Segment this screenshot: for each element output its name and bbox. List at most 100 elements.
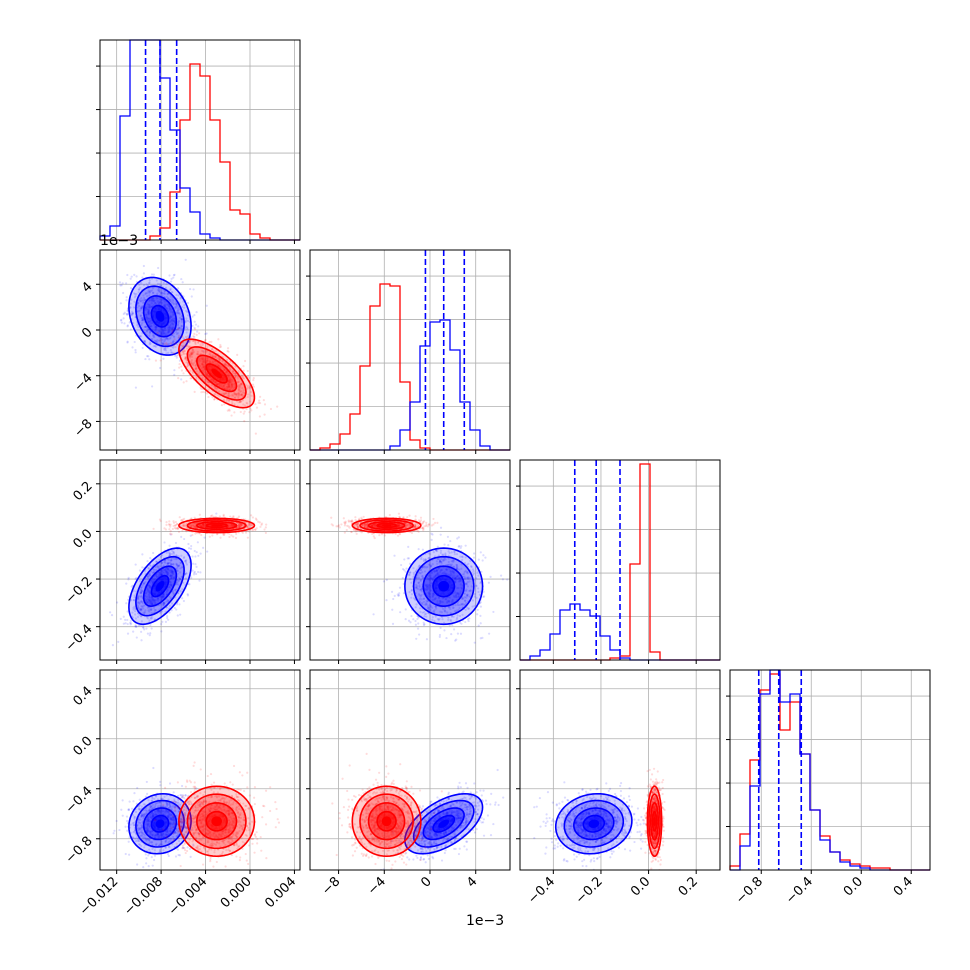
sample-point: [401, 576, 404, 580]
sample-point: [165, 523, 168, 526]
sample-point: [249, 390, 253, 394]
sample-point: [418, 571, 421, 575]
sample-point: [423, 566, 426, 569]
sample-point: [170, 577, 173, 580]
sample-point: [200, 363, 204, 366]
sample-point: [228, 376, 231, 380]
sample-point: [235, 532, 238, 536]
sample-point: [237, 526, 240, 529]
sample-point: [168, 523, 171, 527]
sample-point: [161, 333, 164, 337]
sample-point: [172, 576, 176, 579]
sample-point: [136, 306, 139, 309]
sample-point: [421, 571, 424, 574]
sample-point: [187, 542, 190, 546]
sample-point: [169, 597, 172, 601]
sample-point: [460, 622, 463, 625]
sample-point: [143, 339, 146, 343]
sample-point: [138, 298, 141, 301]
sample-point: [237, 395, 240, 399]
sample-point: [179, 297, 182, 300]
contour-blue: [150, 574, 170, 598]
sample-point: [472, 552, 476, 555]
sample-point: [194, 524, 197, 527]
sample-point: [134, 625, 137, 628]
sample-point: [421, 574, 424, 578]
sample-point: [173, 354, 177, 357]
sample-point: [428, 593, 431, 596]
sample-point: [171, 571, 174, 574]
y-tick-label: −0.2: [63, 574, 96, 607]
sample-point: [425, 566, 428, 569]
sample-point: [229, 368, 232, 371]
sample-point: [184, 559, 187, 563]
sample-point: [476, 608, 479, 612]
sample-point: [412, 575, 415, 579]
sample-point: [177, 564, 181, 567]
sample-point: [248, 411, 251, 414]
sample-point: [144, 325, 147, 328]
sample-point: [450, 563, 454, 566]
sample-point: [173, 335, 176, 339]
sample-point: [162, 603, 165, 606]
sample-point: [242, 365, 245, 368]
sample-point: [161, 595, 164, 598]
sample-point: [149, 331, 152, 334]
sample-point: [151, 287, 155, 290]
sample-point: [453, 577, 456, 580]
sample-point: [175, 305, 178, 308]
sample-point: [141, 317, 144, 320]
sample-point: [160, 570, 163, 573]
sample-point: [189, 525, 192, 528]
sample-point: [151, 616, 154, 619]
sample-point: [201, 362, 204, 365]
sample-point: [134, 294, 137, 298]
sample-point: [178, 359, 182, 362]
sample-point: [139, 591, 142, 594]
sample-point: [172, 552, 175, 555]
sample-point: [199, 571, 202, 574]
sample-point: [185, 563, 189, 566]
sample-point: [163, 348, 166, 351]
sample-point: [146, 587, 150, 590]
sample-point: [168, 314, 172, 318]
sample-point: [427, 591, 430, 594]
sample-point: [186, 364, 189, 368]
sample-point: [239, 389, 243, 393]
sample-point: [150, 321, 153, 324]
sample-point: [263, 413, 266, 416]
sample-point: [235, 394, 238, 397]
sample-point: [161, 342, 165, 346]
sample-point: [132, 598, 135, 602]
scatter-p1-p2: [118, 258, 279, 435]
sample-point: [246, 402, 249, 405]
sample-point: [247, 376, 251, 379]
sample-point: [175, 523, 179, 526]
sample-point: [117, 640, 120, 644]
sample-point: [144, 609, 147, 612]
sample-point: [264, 531, 267, 535]
sample-point: [185, 317, 188, 320]
sample-point: [137, 607, 140, 610]
sample-point: [140, 620, 143, 623]
sample-point: [177, 579, 181, 582]
sample-point: [198, 358, 201, 362]
sample-point: [195, 311, 198, 314]
sample-point: [170, 319, 173, 322]
sample-point: [219, 536, 222, 539]
sample-point: [468, 617, 471, 620]
sample-point: [128, 321, 131, 324]
sample-point: [188, 353, 191, 356]
sample-point: [172, 276, 175, 279]
sample-point: [246, 536, 249, 539]
sample-point: [175, 311, 178, 314]
sample-point: [151, 334, 155, 337]
sample-point: [168, 342, 171, 346]
sample-point: [168, 604, 171, 607]
sample-point: [226, 386, 230, 389]
sample-point: [154, 578, 157, 581]
sample-point: [260, 523, 263, 526]
sample-point: [237, 393, 240, 396]
sample-point: [163, 305, 166, 308]
sample-point: [158, 565, 161, 568]
